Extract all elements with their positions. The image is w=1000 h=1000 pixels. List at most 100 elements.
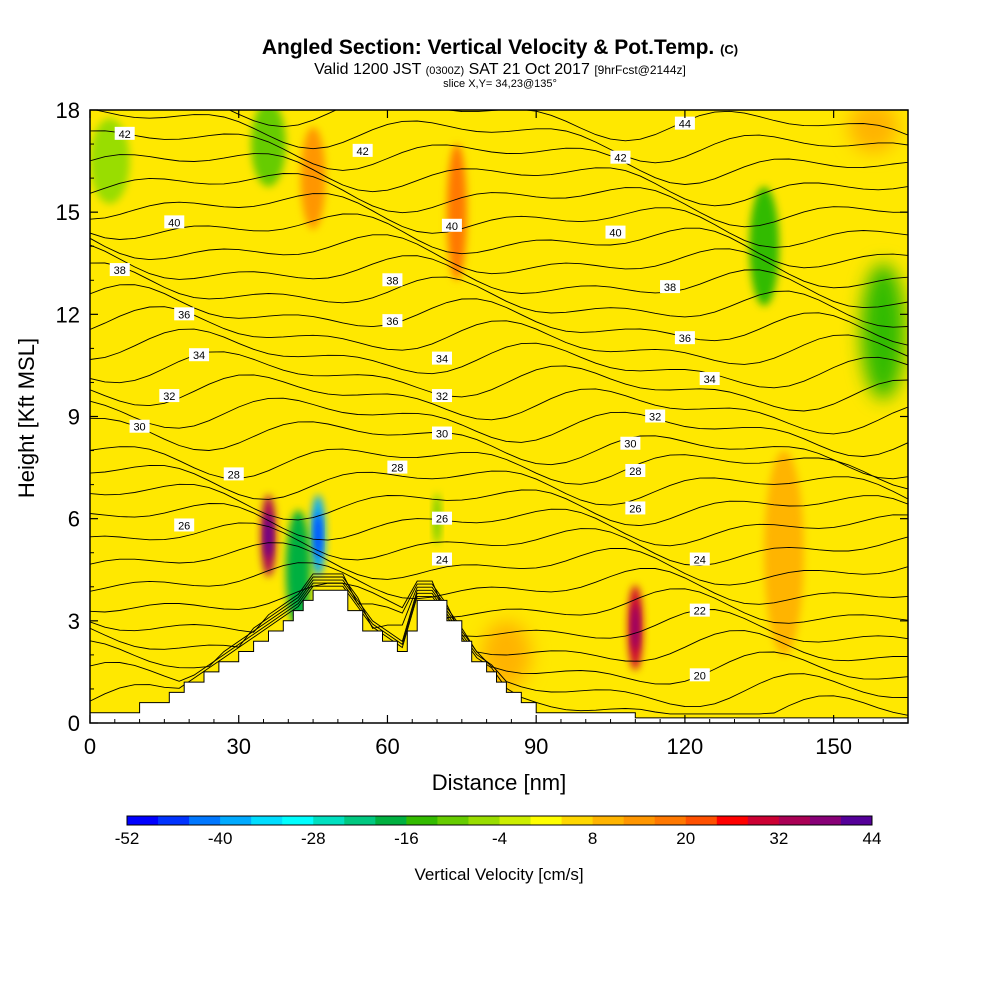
colorbar-tick-label: -40 bbox=[208, 829, 233, 848]
theta-label-text: 40 bbox=[168, 217, 180, 229]
colorbar-swatch bbox=[437, 816, 469, 825]
theta-label: 34 bbox=[431, 351, 452, 366]
colorbar-swatch bbox=[561, 816, 594, 825]
velocity-core bbox=[314, 513, 322, 559]
theta-label-text: 38 bbox=[114, 265, 126, 277]
theta-label-text: 36 bbox=[386, 316, 398, 328]
theta-label: 36 bbox=[382, 314, 403, 328]
theta-label: 32 bbox=[645, 409, 666, 424]
theta-label-text: 42 bbox=[614, 153, 626, 165]
x-tick-label: 60 bbox=[375, 734, 399, 759]
theta-label: 32 bbox=[159, 389, 180, 403]
isentrope-line bbox=[90, 213, 908, 269]
theta-label: 42 bbox=[352, 143, 373, 158]
colorbar-swatch bbox=[747, 816, 780, 825]
theta-label-text: 36 bbox=[679, 333, 691, 345]
theta-label: 38 bbox=[660, 280, 681, 294]
colorbar-tick-label: 32 bbox=[769, 829, 788, 848]
isentrope-line bbox=[90, 193, 908, 248]
velocity-feature bbox=[300, 127, 326, 230]
isentrope-line bbox=[90, 573, 908, 643]
colorbar-swatch bbox=[468, 816, 500, 825]
theta-label: 36 bbox=[174, 307, 195, 321]
isentrope-line bbox=[90, 173, 908, 228]
theta-label: 24 bbox=[431, 552, 452, 567]
theta-label-text: 42 bbox=[119, 129, 131, 141]
velocity-feature bbox=[446, 144, 467, 281]
x-axis-label: Distance [nm] bbox=[432, 770, 567, 795]
theta-label-text: 38 bbox=[664, 282, 676, 294]
theta-label-text: 32 bbox=[649, 412, 661, 424]
isentrope-line bbox=[90, 580, 908, 624]
colorbar-swatch bbox=[344, 816, 376, 825]
colorbar-swatch bbox=[189, 816, 221, 825]
theta-label: 26 bbox=[174, 518, 195, 532]
colorbar-swatch bbox=[809, 816, 842, 825]
velocity-feature bbox=[251, 110, 286, 187]
isentrope-line bbox=[90, 582, 908, 708]
isentrope-line bbox=[90, 576, 908, 662]
theta-label: 26 bbox=[625, 501, 646, 515]
isentrope-line bbox=[90, 153, 908, 207]
colorbar-swatch bbox=[654, 816, 687, 825]
colorbar-swatch bbox=[592, 816, 625, 825]
x-tick-label: 30 bbox=[226, 734, 250, 759]
theta-label: 40 bbox=[164, 215, 185, 229]
theta-label-text: 22 bbox=[694, 606, 706, 618]
isentrope-line bbox=[90, 234, 908, 289]
colorbar-swatch bbox=[127, 816, 159, 825]
colorbar-swatch bbox=[499, 816, 532, 825]
velocity-feature bbox=[764, 450, 804, 655]
theta-label: 36 bbox=[674, 331, 695, 345]
theta-label-text: 36 bbox=[178, 309, 190, 321]
y-tick-label: 0 bbox=[68, 711, 80, 736]
theta-label: 42 bbox=[114, 126, 135, 141]
subtitle-date: SAT 21 Oct 2017 bbox=[468, 61, 590, 78]
theta-label-text: 30 bbox=[436, 429, 448, 441]
colorbar-swatch bbox=[282, 816, 314, 825]
colorbar-tick-label: -4 bbox=[492, 829, 507, 848]
isentrope-line bbox=[90, 244, 908, 309]
isentrope-line bbox=[90, 374, 908, 435]
colorbar-tick-label: 20 bbox=[676, 829, 695, 848]
theta-label-text: 38 bbox=[386, 275, 398, 287]
theta-label-text: 40 bbox=[609, 228, 621, 240]
y-tick-label: 6 bbox=[68, 507, 80, 532]
y-tick-label: 3 bbox=[68, 609, 80, 634]
velocity-core bbox=[265, 513, 272, 559]
colorbar-tick-label: 8 bbox=[588, 829, 597, 848]
isentrope-line bbox=[90, 417, 908, 480]
chart-title-line: Angled Section: Vertical Velocity & Pot.… bbox=[0, 36, 1000, 60]
colorbar-tick-label: 44 bbox=[863, 829, 882, 848]
y-axis-label: Height [Kft MSL] bbox=[14, 338, 39, 498]
theta-label: 38 bbox=[109, 263, 130, 277]
theta-label: 30 bbox=[620, 436, 641, 451]
isentrope-line bbox=[90, 351, 908, 412]
theta-label: 34 bbox=[699, 372, 720, 386]
theta-label: 28 bbox=[223, 467, 244, 481]
theta-label: 30 bbox=[431, 426, 452, 441]
velocity-feature bbox=[285, 510, 311, 630]
colorbar-frame bbox=[126, 815, 873, 826]
theta-label: 30 bbox=[129, 419, 150, 434]
colorbar-swatch bbox=[716, 816, 749, 825]
colorbar-swatch bbox=[778, 816, 811, 825]
colorbar-swatch bbox=[840, 816, 873, 825]
x-tick-label: 120 bbox=[667, 734, 704, 759]
theta-label: 28 bbox=[387, 460, 408, 475]
theta-label-text: 26 bbox=[178, 520, 190, 532]
x-tick-label: 150 bbox=[815, 734, 852, 759]
colorbar-swatch bbox=[406, 816, 438, 825]
velocity-core bbox=[631, 604, 639, 652]
isentrope-line bbox=[90, 306, 908, 365]
theta-label: 40 bbox=[605, 225, 626, 240]
subtitle-valid: Valid 1200 JST bbox=[314, 61, 422, 78]
isentrope-line bbox=[90, 503, 908, 547]
colorbar-swatch bbox=[158, 816, 190, 825]
isentrope-line bbox=[90, 579, 908, 685]
colorbar-swatch bbox=[623, 816, 656, 825]
theta-label-text: 40 bbox=[446, 221, 458, 233]
chart-subtitle: Valid 1200 JST (0300Z) SAT 21 Oct 2017 [… bbox=[0, 62, 1000, 79]
theta-label-text: 34 bbox=[193, 350, 205, 362]
theta-label-text: 28 bbox=[228, 469, 240, 481]
